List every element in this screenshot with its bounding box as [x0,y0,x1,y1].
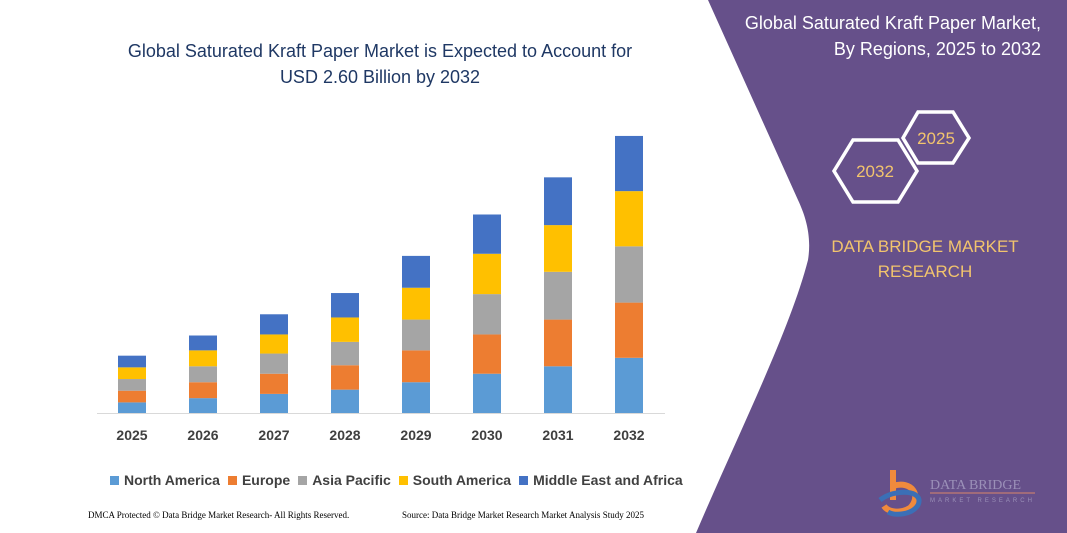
bar-segment-2026-2 [189,366,217,383]
bar-segment-2028-0 [331,389,359,413]
legend-swatch [398,475,408,485]
logo: DATA BRIDGE MARKET RESEARCH [878,470,1035,517]
bar-segment-2028-2 [331,341,359,366]
bar-segment-2029-1 [402,350,430,383]
legend-label: South America [412,472,512,488]
bar-segment-2030-3 [473,253,501,295]
bar-segment-2027-3 [260,334,288,354]
legend-label: North America [124,472,220,488]
bar-segment-2028-4 [331,293,359,318]
chart-title: Global Saturated Kraft Paper Market is E… [80,38,680,90]
bar-segment-2026-3 [189,350,217,367]
bar-segment-2026-0 [189,398,217,413]
legend-swatch [519,475,529,485]
bar-segment-2032-1 [615,302,643,358]
side-panel [696,0,1067,533]
logo-subtext: MARKET RESEARCH [930,498,1035,504]
bar-segment-2030-2 [473,294,501,335]
plot-area: 2025 2026 2027 2028 2029 2030 2031 2032 [97,135,665,443]
bar-segment-2031-3 [544,225,572,272]
legend-label: Asia Pacific [312,472,391,488]
x-tick-label: 2029 [400,427,431,443]
legend-label: Europe [241,472,291,488]
bar-segment-2025-3 [118,367,146,380]
side-title: Global Saturated Kraft Paper Market, By … [745,10,1041,62]
bar-segment-2025-1 [118,390,146,403]
side-title-line-1: Global Saturated Kraft Paper Market, [744,13,1041,33]
brand-line-1: DATA BRIDGE MARKET [831,237,1019,256]
hexagon-2025 [900,110,972,165]
x-tick-label: 2025 [116,427,147,443]
bar-segment-2027-2 [260,353,288,374]
brand-name: DATA BRIDGE MARKET RESEARCH [800,234,1050,284]
x-tick-label: 2026 [187,427,218,443]
x-tick-label: 2032 [613,427,644,443]
hex-2025-label: 2025 [917,129,955,148]
bar-segment-2025-2 [118,379,146,391]
bar-segment-2028-3 [331,317,359,342]
legend-swatch [110,475,119,485]
bar-segment-2032-4 [615,135,643,192]
bar-segment-2025-4 [118,355,146,368]
hexagon-2032 [831,138,920,204]
legend-swatch [298,475,308,485]
brand-line-2: RESEARCH [877,262,973,281]
logo-text: DATA BRIDGE [930,478,1021,493]
x-tick-label: 2027 [258,427,289,443]
bar-segment-2031-1 [544,319,572,367]
legend-item: South America [398,472,512,488]
bar-segment-2030-1 [473,334,501,374]
side-title-line-2: By Regions, 2025 to 2032 [833,39,1041,59]
title-line-2: USD 2.60 Billion by 2032 [279,67,481,87]
bar-segment-2031-2 [544,271,572,320]
legend-item: Asia Pacific [298,472,391,488]
x-tick-label: 2028 [329,427,360,443]
bar-segment-2026-4 [189,335,217,351]
bar-segment-2031-0 [544,366,572,413]
legend-item: Middle East and Africa [519,472,683,488]
legend-swatch [227,475,237,485]
bar-segment-2032-0 [615,357,643,413]
bar-segment-2029-2 [402,319,430,351]
bar-segment-2027-4 [260,314,288,335]
legend: North America Europe Asia Pacific South Ame… [110,472,683,488]
title-line-1: Global Saturated Kraft Paper Market is E… [127,41,633,61]
bar-segment-2027-1 [260,373,288,394]
footer-source: Source: Data Bridge Market Research Mark… [402,510,644,520]
bar-segment-2028-1 [331,365,359,390]
bar-segment-2029-3 [402,287,430,320]
bar-segment-2027-0 [260,393,288,413]
bar-segment-2026-1 [189,382,217,399]
legend-item: Europe [227,472,291,488]
bar-segment-2029-0 [402,382,430,413]
hex-2032-label: 2032 [856,162,894,181]
bar-segment-2030-0 [473,373,501,413]
bar-segment-2029-4 [402,255,430,288]
x-tick-label: 2031 [542,427,573,443]
x-tick-label: 2030 [471,427,502,443]
bar-segment-2030-4 [473,214,501,254]
bar-segment-2032-3 [615,191,643,247]
bar-segment-2032-2 [615,246,643,303]
legend-label: Middle East and Africa [533,472,683,488]
bar-segment-2025-0 [118,402,146,413]
footer-copyright: DMCA Protected © Data Bridge Market Rese… [88,510,350,520]
legend-item: North America [110,472,220,488]
bar-segment-2031-4 [544,177,572,226]
